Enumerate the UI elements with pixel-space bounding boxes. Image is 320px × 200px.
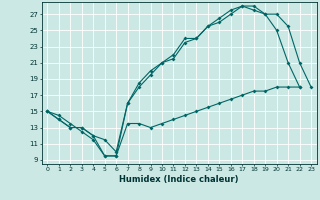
X-axis label: Humidex (Indice chaleur): Humidex (Indice chaleur): [119, 175, 239, 184]
